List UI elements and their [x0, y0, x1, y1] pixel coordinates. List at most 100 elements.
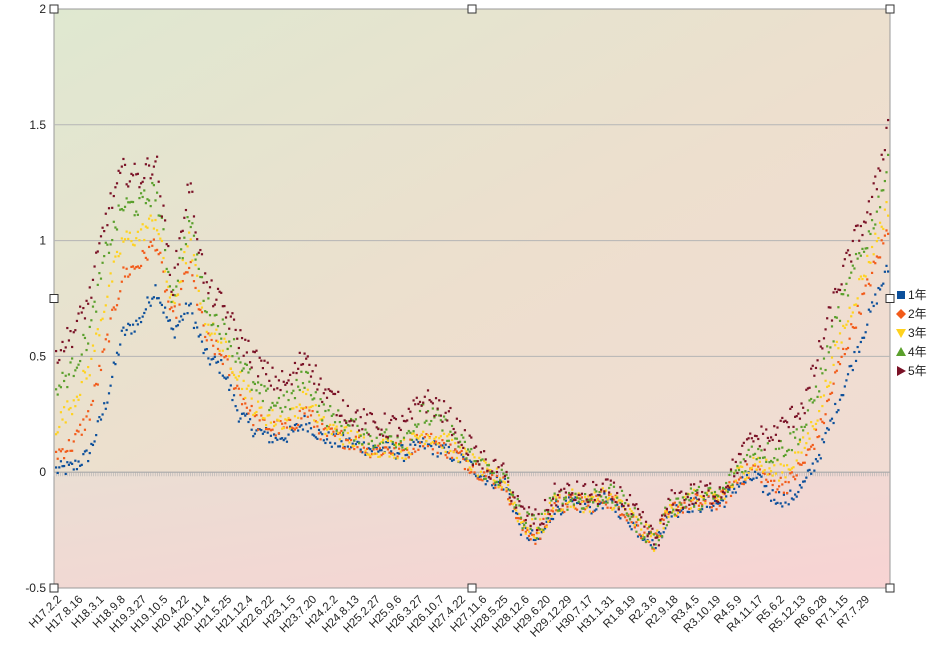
data-point — [314, 420, 317, 423]
data-point — [608, 491, 611, 494]
data-point — [657, 531, 660, 534]
data-point — [853, 326, 856, 330]
data-point — [535, 531, 539, 535]
data-point — [559, 508, 563, 511]
data-point — [205, 348, 208, 351]
data-point — [579, 502, 582, 506]
data-point — [388, 455, 391, 458]
data-point — [245, 363, 248, 367]
resize-handle[interactable] — [467, 583, 477, 593]
data-point — [229, 345, 232, 348]
data-point — [58, 448, 61, 451]
data-point — [837, 306, 840, 309]
data-point — [120, 280, 123, 283]
data-point — [157, 297, 160, 300]
data-point — [438, 399, 441, 402]
data-point — [173, 302, 176, 305]
data-point — [154, 218, 157, 222]
data-point — [768, 461, 771, 464]
data-point — [306, 355, 309, 358]
resize-handle[interactable] — [885, 294, 895, 303]
data-point — [433, 414, 436, 418]
data-point — [423, 435, 426, 439]
data-point — [567, 484, 571, 487]
data-point — [157, 253, 160, 256]
data-point — [510, 502, 513, 505]
data-point — [128, 323, 131, 327]
data-point — [441, 446, 444, 449]
data-point — [880, 153, 883, 156]
data-point — [154, 199, 157, 202]
data-point — [503, 481, 507, 484]
data-point — [846, 249, 850, 252]
data-point — [136, 172, 139, 175]
data-point — [811, 425, 814, 428]
data-point — [325, 396, 329, 399]
data-point — [808, 437, 811, 440]
resize-handle[interactable] — [49, 4, 59, 14]
data-point — [357, 434, 361, 437]
data-point — [454, 442, 457, 445]
data-point — [364, 428, 367, 431]
data-point — [531, 529, 534, 532]
data-point — [829, 346, 832, 349]
data-point — [693, 488, 696, 491]
data-point — [399, 450, 402, 453]
data-point — [652, 533, 656, 536]
data-point — [595, 494, 598, 497]
resize-handle[interactable] — [49, 294, 59, 303]
data-point — [338, 431, 341, 435]
data-point — [123, 163, 127, 166]
data-point — [265, 373, 268, 376]
data-point — [369, 454, 372, 457]
data-point — [636, 507, 640, 511]
data-point — [375, 436, 378, 439]
data-point — [258, 419, 261, 422]
data-point — [473, 460, 476, 463]
data-point — [503, 477, 507, 480]
data-point — [417, 437, 420, 440]
data-point — [672, 502, 675, 505]
data-point — [393, 416, 396, 420]
data-point — [439, 414, 442, 417]
data-point — [515, 516, 518, 520]
data-point — [761, 470, 765, 473]
resize-handle[interactable] — [885, 583, 895, 593]
data-point — [79, 305, 82, 308]
data-point — [409, 410, 412, 413]
data-point — [633, 507, 636, 510]
data-point — [877, 237, 880, 240]
data-point — [487, 464, 491, 467]
data-point — [426, 445, 430, 448]
data-point — [527, 506, 531, 509]
data-point — [90, 403, 93, 406]
data-point — [556, 500, 559, 503]
data-point — [821, 347, 824, 350]
data-point — [551, 517, 555, 521]
data-point — [707, 489, 710, 492]
data-point — [513, 506, 516, 509]
data-point — [627, 521, 630, 524]
data-point — [598, 494, 601, 497]
data-point — [431, 453, 434, 456]
resize-handle[interactable] — [49, 583, 59, 593]
data-point — [258, 428, 261, 431]
data-point — [245, 387, 248, 390]
data-point — [688, 511, 691, 514]
data-point — [447, 410, 450, 413]
data-point — [795, 428, 798, 431]
resize-handle[interactable] — [467, 4, 477, 14]
data-point — [133, 162, 136, 165]
data-point — [466, 453, 470, 456]
data-point — [99, 418, 103, 421]
data-point — [449, 430, 452, 433]
data-point — [91, 443, 95, 447]
data-point — [250, 388, 253, 391]
data-point — [757, 456, 760, 459]
resize-handle[interactable] — [885, 4, 895, 14]
data-point — [484, 475, 487, 478]
data-point — [670, 511, 673, 514]
data-point — [74, 329, 77, 332]
data-point — [454, 448, 457, 451]
data-point — [569, 493, 572, 496]
